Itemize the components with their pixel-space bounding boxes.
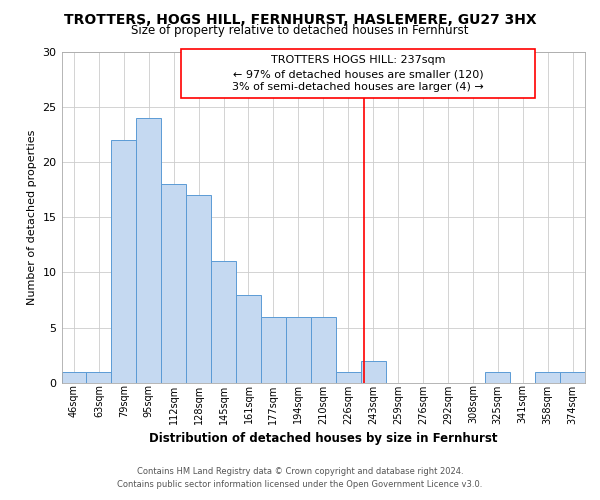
Bar bbox=[62, 372, 86, 383]
Text: Contains HM Land Registry data © Crown copyright and database right 2024.
Contai: Contains HM Land Registry data © Crown c… bbox=[118, 468, 482, 489]
Y-axis label: Number of detached properties: Number of detached properties bbox=[27, 130, 37, 305]
Text: TROTTERS HOGS HILL: 237sqm: TROTTERS HOGS HILL: 237sqm bbox=[271, 55, 445, 65]
Bar bbox=[236, 294, 261, 383]
Text: ← 97% of detached houses are smaller (120): ← 97% of detached houses are smaller (12… bbox=[233, 69, 484, 79]
Bar bbox=[181, 50, 535, 98]
Bar bbox=[112, 140, 136, 383]
Bar bbox=[535, 372, 560, 383]
Bar bbox=[161, 184, 186, 383]
Bar bbox=[311, 316, 336, 383]
Bar bbox=[261, 316, 286, 383]
Text: 3% of semi-detached houses are larger (4) →: 3% of semi-detached houses are larger (4… bbox=[232, 82, 484, 92]
Bar bbox=[86, 372, 112, 383]
Bar bbox=[186, 195, 211, 383]
Bar bbox=[560, 372, 585, 383]
Text: TROTTERS, HOGS HILL, FERNHURST, HASLEMERE, GU27 3HX: TROTTERS, HOGS HILL, FERNHURST, HASLEMER… bbox=[64, 12, 536, 26]
Text: Size of property relative to detached houses in Fernhurst: Size of property relative to detached ho… bbox=[131, 24, 469, 37]
Bar bbox=[336, 372, 361, 383]
Bar bbox=[211, 262, 236, 383]
Bar bbox=[361, 361, 386, 383]
Bar bbox=[286, 316, 311, 383]
Bar bbox=[485, 372, 510, 383]
Bar bbox=[136, 118, 161, 383]
X-axis label: Distribution of detached houses by size in Fernhurst: Distribution of detached houses by size … bbox=[149, 432, 497, 445]
